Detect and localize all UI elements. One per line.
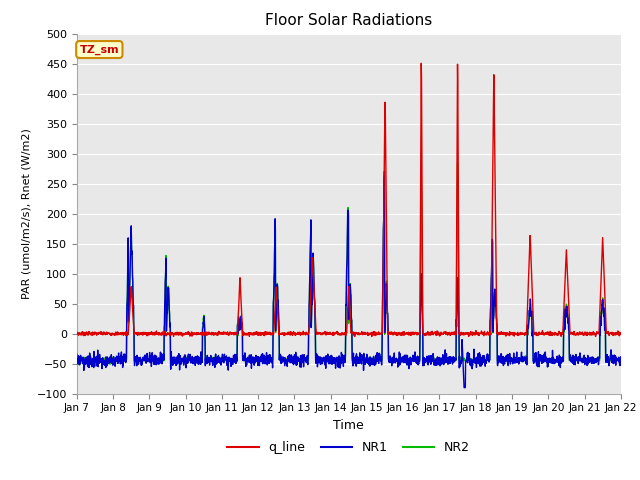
X-axis label: Time: Time: [333, 419, 364, 432]
Legend: q_line, NR1, NR2: q_line, NR1, NR2: [223, 436, 475, 459]
Text: TZ_sm: TZ_sm: [79, 44, 119, 55]
Title: Floor Solar Radiations: Floor Solar Radiations: [265, 13, 433, 28]
Y-axis label: PAR (umol/m2/s), Rnet (W/m2): PAR (umol/m2/s), Rnet (W/m2): [21, 128, 31, 299]
